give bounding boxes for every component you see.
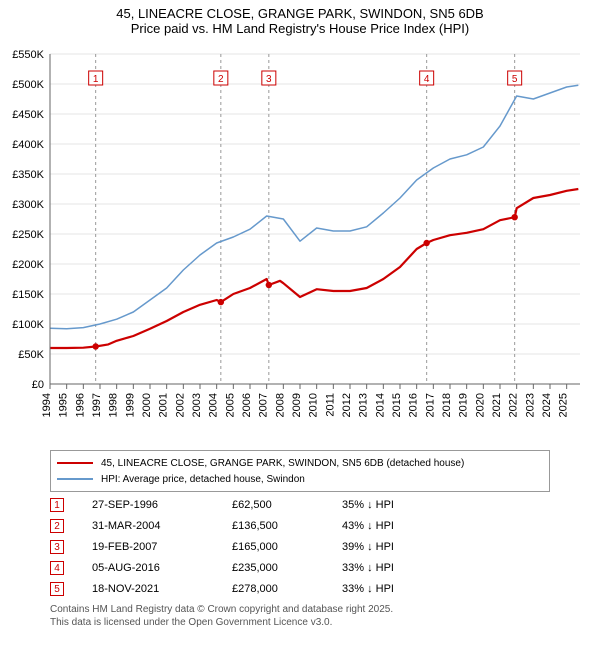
legend-box: 45, LINEACRE CLOSE, GRANGE PARK, SWINDON… bbox=[50, 450, 550, 492]
y-tick-label: £0 bbox=[32, 379, 44, 391]
sales-marker: 4 bbox=[50, 561, 64, 575]
sales-row: 4 05-AUG-2016£235,00033% ↓ HPI bbox=[50, 557, 550, 578]
sales-date: 31-MAR-2004 bbox=[92, 520, 232, 532]
sales-delta: 39% ↓ HPI bbox=[342, 541, 452, 553]
sales-date: 18-NOV-2021 bbox=[92, 583, 232, 595]
x-tick-label: 2003 bbox=[191, 393, 203, 417]
sales-row: 1 27-SEP-1996£62,50035% ↓ HPI bbox=[50, 494, 550, 515]
x-tick-label: 1998 bbox=[108, 393, 120, 417]
legend-swatch bbox=[57, 462, 93, 465]
legend-label: 45, LINEACRE CLOSE, GRANGE PARK, SWINDON… bbox=[101, 458, 464, 469]
sales-date: 27-SEP-1996 bbox=[92, 499, 232, 511]
x-tick-label: 2002 bbox=[174, 393, 186, 417]
chart-container: 45, LINEACRE CLOSE, GRANGE PARK, SWINDON… bbox=[0, 0, 600, 650]
y-tick-label: £450K bbox=[12, 109, 44, 121]
chart-svg: £0 £50K £100K £150K £200K £250K £300K £350K £400… bbox=[5, 44, 595, 444]
sale-dot bbox=[218, 299, 224, 305]
y-tick-label: £500K bbox=[12, 79, 44, 91]
sales-delta: 33% ↓ HPI bbox=[342, 583, 452, 595]
x-tick-label: 1997 bbox=[91, 393, 103, 417]
x-tick-label: 2001 bbox=[158, 393, 170, 417]
x-tick-label: 2010 bbox=[308, 393, 320, 417]
sales-row: 2 31-MAR-2004£136,50043% ↓ HPI bbox=[50, 515, 550, 536]
sales-row: 3 19-FEB-2007£165,00039% ↓ HPI bbox=[50, 536, 550, 557]
reference-marker-label: 3 bbox=[266, 74, 272, 85]
x-tick-label: 1999 bbox=[124, 393, 136, 417]
legend-row: HPI: Average price, detached house, Swin… bbox=[57, 471, 543, 487]
title-address: 45, LINEACRE CLOSE, GRANGE PARK, SWINDON… bbox=[0, 6, 600, 21]
footer-attribution: Contains HM Land Registry data © Crown c… bbox=[50, 604, 393, 629]
sales-marker: 2 bbox=[50, 519, 64, 533]
y-tick-label: £300K bbox=[12, 199, 44, 211]
x-tick-label: 2007 bbox=[258, 393, 270, 417]
x-tick-label: 2015 bbox=[391, 393, 403, 417]
sales-price: £278,000 bbox=[232, 583, 342, 595]
reference-marker-label: 2 bbox=[218, 74, 224, 85]
y-tick-label: £150K bbox=[12, 289, 44, 301]
sales-marker: 3 bbox=[50, 540, 64, 554]
x-tick-label: 2008 bbox=[274, 393, 286, 417]
x-tick-label: 2000 bbox=[141, 393, 153, 417]
x-tick-label: 2024 bbox=[541, 393, 553, 417]
sale-dot bbox=[511, 214, 517, 220]
sales-price: £165,000 bbox=[232, 541, 342, 553]
y-tick-label: £550K bbox=[12, 49, 44, 61]
sales-marker: 5 bbox=[50, 582, 64, 596]
x-tick-label: 2013 bbox=[358, 393, 370, 417]
sales-date: 19-FEB-2007 bbox=[92, 541, 232, 553]
sales-delta: 35% ↓ HPI bbox=[342, 499, 452, 511]
chart-title-block: 45, LINEACRE CLOSE, GRANGE PARK, SWINDON… bbox=[0, 0, 600, 36]
y-tick-label: £250K bbox=[12, 229, 44, 241]
x-tick-label: 2005 bbox=[224, 393, 236, 417]
x-tick-label: 2017 bbox=[424, 393, 436, 417]
x-tick-label: 2019 bbox=[458, 393, 470, 417]
legend-label: HPI: Average price, detached house, Swin… bbox=[101, 474, 305, 485]
sale-dot bbox=[266, 282, 272, 288]
x-tick-label: 2020 bbox=[474, 393, 486, 417]
x-tick-label: 2004 bbox=[208, 393, 220, 417]
sales-table: 1 27-SEP-1996£62,50035% ↓ HPI 2 31-MAR-2004… bbox=[50, 494, 550, 599]
series-hpi bbox=[50, 85, 578, 329]
y-tick-label: £100K bbox=[12, 319, 44, 331]
x-tick-label: 2011 bbox=[324, 393, 336, 417]
x-tick-label: 2014 bbox=[374, 393, 386, 417]
legend-swatch bbox=[57, 478, 93, 480]
reference-marker-label: 5 bbox=[512, 74, 518, 85]
x-tick-label: 1996 bbox=[74, 393, 86, 417]
sale-dot bbox=[423, 240, 429, 246]
y-tick-label: £400K bbox=[12, 139, 44, 151]
x-tick-label: 1995 bbox=[58, 393, 70, 417]
footer-line1: Contains HM Land Registry data © Crown c… bbox=[50, 604, 393, 617]
x-tick-label: 2023 bbox=[524, 393, 536, 417]
reference-marker-label: 4 bbox=[424, 74, 430, 85]
sales-price: £235,000 bbox=[232, 562, 342, 574]
x-tick-label: 2006 bbox=[241, 393, 253, 417]
x-tick-label: 2012 bbox=[341, 393, 353, 417]
sales-date: 05-AUG-2016 bbox=[92, 562, 232, 574]
legend-row: 45, LINEACRE CLOSE, GRANGE PARK, SWINDON… bbox=[57, 455, 543, 471]
footer-line2: This data is licensed under the Open Gov… bbox=[50, 617, 393, 630]
sales-price: £62,500 bbox=[232, 499, 342, 511]
y-tick-label: £50K bbox=[18, 349, 44, 361]
sales-delta: 43% ↓ HPI bbox=[342, 520, 452, 532]
x-tick-label: 2022 bbox=[508, 393, 520, 417]
x-tick-label: 2016 bbox=[408, 393, 420, 417]
x-tick-label: 2009 bbox=[291, 393, 303, 417]
title-subtitle: Price paid vs. HM Land Registry's House … bbox=[0, 21, 600, 36]
sales-marker: 1 bbox=[50, 498, 64, 512]
sale-dot bbox=[92, 343, 98, 349]
x-tick-label: 2021 bbox=[491, 393, 503, 417]
x-tick-label: 1994 bbox=[41, 393, 53, 417]
sales-row: 5 18-NOV-2021£278,00033% ↓ HPI bbox=[50, 578, 550, 599]
y-tick-label: £200K bbox=[12, 259, 44, 271]
x-tick-label: 2018 bbox=[441, 393, 453, 417]
sales-price: £136,500 bbox=[232, 520, 342, 532]
chart-plot-area: £0 £50K £100K £150K £200K £250K £300K £350K £400… bbox=[5, 44, 595, 444]
x-tick-label: 2025 bbox=[558, 393, 570, 417]
reference-marker-label: 1 bbox=[93, 74, 99, 85]
y-tick-label: £350K bbox=[12, 169, 44, 181]
sales-delta: 33% ↓ HPI bbox=[342, 562, 452, 574]
